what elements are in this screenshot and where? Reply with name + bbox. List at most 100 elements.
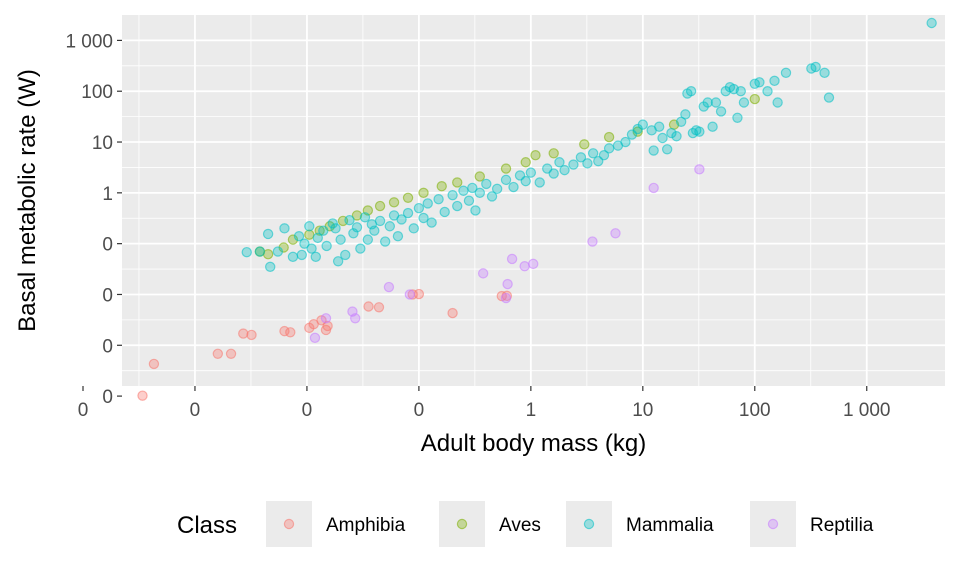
data-point (548, 168, 559, 179)
data-point (525, 167, 537, 178)
data-point (306, 243, 317, 254)
data-point (296, 249, 308, 261)
data-point (447, 189, 458, 201)
data-point (491, 183, 503, 195)
data-point (506, 253, 518, 265)
data-point (702, 97, 713, 108)
legend-item-reptilia: Reptilia (750, 501, 874, 547)
data-point (500, 163, 512, 174)
data-point (575, 152, 587, 163)
data-point (710, 97, 722, 108)
data-point (241, 246, 252, 258)
data-point (396, 214, 407, 225)
data-point (402, 192, 414, 203)
data-point (715, 106, 727, 117)
data-point (671, 131, 682, 142)
data-point (246, 329, 257, 341)
data-point (287, 251, 299, 263)
data-point (738, 97, 750, 108)
data-point (653, 121, 665, 132)
y-tick-label: 100 (81, 82, 113, 103)
series-aves (254, 93, 760, 260)
data-point (685, 86, 697, 97)
legend-key (439, 501, 485, 547)
y-tick-label: 0 (102, 285, 113, 306)
data-point (648, 182, 659, 194)
data-point (819, 67, 830, 79)
data-point (823, 92, 835, 103)
data-point (632, 126, 643, 137)
data-point (363, 301, 374, 312)
data-point (285, 327, 296, 338)
data-point (212, 348, 224, 359)
legend-marker (456, 518, 468, 530)
data-point (287, 234, 299, 245)
data-point (304, 229, 315, 240)
data-point (463, 195, 475, 206)
data-point (335, 234, 346, 245)
series-amphibia (137, 288, 513, 401)
data-point (293, 231, 305, 242)
data-point (520, 175, 531, 187)
data-point (694, 164, 705, 175)
legend-item-aves: Aves (439, 501, 541, 547)
legend-title: Class (177, 512, 237, 539)
data-point (579, 139, 590, 150)
legend-key (750, 501, 796, 547)
data-point (666, 127, 677, 139)
data-point (610, 228, 621, 239)
data-point (452, 177, 463, 188)
x-tick-label: 0 (78, 400, 89, 421)
data-point (587, 148, 599, 159)
series-reptilia (309, 164, 705, 344)
y-tick-label: 0 (102, 336, 113, 357)
legend: Class Amphibia Aves Mammalia Reptilia (177, 501, 874, 547)
legend-label: Mammalia (626, 515, 714, 536)
data-point (502, 278, 513, 290)
data-point (810, 61, 821, 73)
y-axis-title: Basal metabolic rate (W) (14, 69, 41, 332)
data-point (754, 77, 765, 88)
data-point (648, 145, 659, 156)
data-point (262, 228, 274, 240)
y-tick-label: 0 (102, 387, 113, 408)
plot-panel (122, 15, 945, 386)
data-point (148, 358, 160, 370)
x-tick-label: 10 (632, 400, 653, 421)
legend-label: Amphibia (326, 515, 406, 536)
data-point (254, 246, 266, 257)
data-point (481, 178, 492, 190)
data-point (137, 390, 148, 401)
data-point (351, 222, 363, 233)
data-point (388, 197, 400, 208)
data-point (519, 261, 530, 272)
data-point (528, 258, 539, 270)
data-point (559, 164, 570, 176)
data-point (926, 17, 937, 29)
data-point (530, 150, 541, 161)
data-point (554, 157, 565, 168)
data-point (330, 223, 341, 234)
y-tick-label: 1 (102, 184, 113, 205)
data-point (749, 93, 760, 105)
data-point (355, 243, 366, 254)
data-point (603, 143, 615, 154)
data-point (769, 75, 780, 87)
data-point (418, 212, 429, 224)
data-point (318, 225, 329, 236)
data-point (500, 174, 512, 186)
data-point (309, 332, 321, 344)
data-point (299, 238, 310, 249)
data-point (474, 171, 486, 182)
data-point (265, 261, 276, 273)
x-axis: 0 0 0 0 1 10 100 1 000 (78, 386, 891, 421)
data-point (348, 228, 359, 239)
data-point (620, 136, 631, 148)
data-point (413, 202, 425, 214)
y-axis: 0 0 0 0 1 10 100 1 000 (65, 31, 122, 408)
x-tick-label: 0 (190, 400, 201, 421)
data-point (637, 119, 649, 130)
data-point (508, 181, 519, 193)
data-point (762, 86, 773, 97)
data-point (322, 320, 333, 332)
